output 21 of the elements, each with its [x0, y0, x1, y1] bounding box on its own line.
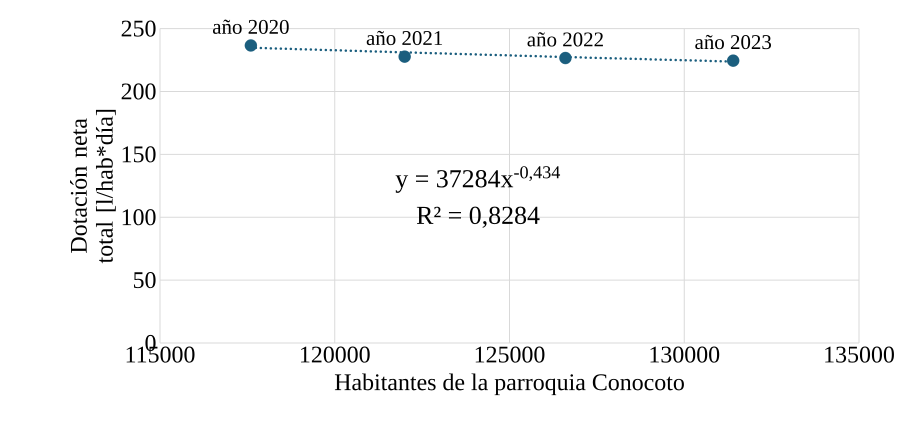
y-tick-label: 50 [134, 272, 156, 288]
x-tick-label: 130000 [650, 346, 720, 363]
annotation: año 2020 [212, 20, 289, 34]
annotation: R² = 0,8284 [416, 206, 540, 228]
point [559, 52, 572, 64]
annotation: año 2022 [528, 32, 603, 46]
y-tick-label: 100 [122, 209, 156, 226]
annotation: año 2021 [366, 30, 442, 46]
annotation: y = 37284x$^{-0,434}$ [396, 166, 560, 193]
y-axis-title: Dotación neta total [l/hab*día] [70, 110, 116, 264]
x-tick-label: 120000 [300, 346, 370, 363]
point [398, 50, 411, 63]
y-tick-label: 150 [122, 146, 156, 162]
y-tick-label: 250 [122, 20, 156, 37]
x-tick-label: 125000 [476, 346, 544, 363]
x-tick-label: 135000 [825, 346, 894, 363]
point [726, 54, 740, 67]
x-axis-title: Habitantes de la parroquia Conocoto [334, 373, 684, 396]
y-tick-label: 200 [122, 83, 156, 100]
point [244, 39, 258, 52]
annotation: año 2023 [695, 34, 772, 50]
